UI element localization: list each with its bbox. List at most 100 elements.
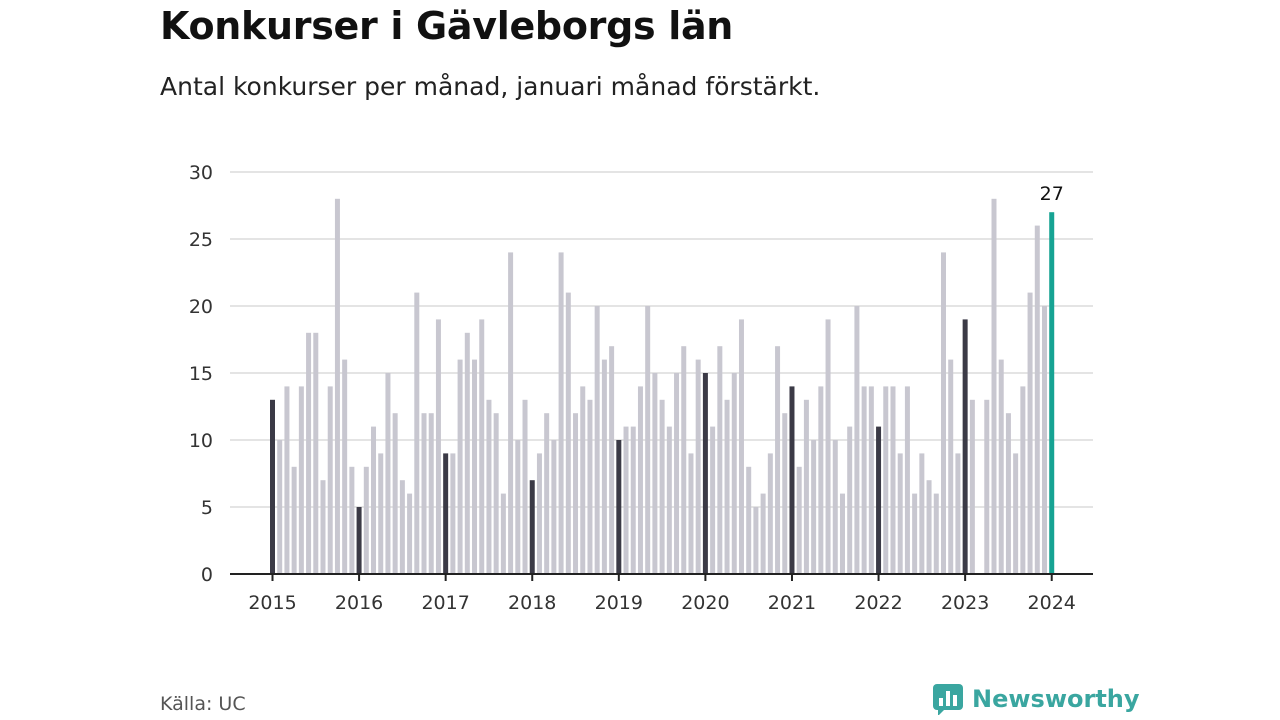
bar <box>277 440 283 574</box>
newsworthy-chart-logo-icon <box>933 684 963 715</box>
bar <box>284 386 290 574</box>
bar <box>789 386 795 574</box>
bar <box>1005 413 1011 574</box>
bar <box>919 453 925 574</box>
bar <box>385 373 391 574</box>
bar <box>392 413 398 574</box>
bar <box>616 440 622 574</box>
chart-title: Konkurser i Gävleborgs län <box>160 4 734 48</box>
chart-subtitle: Antal konkurser per månad, januari månad… <box>160 72 821 101</box>
bar <box>630 426 636 574</box>
bar <box>623 426 629 574</box>
bar <box>847 426 853 574</box>
y-tick-label: 10 <box>189 430 213 452</box>
bar <box>659 399 665 574</box>
bar <box>933 493 939 574</box>
bar <box>414 292 420 574</box>
bar <box>334 198 340 575</box>
x-axis <box>230 573 1093 581</box>
bar <box>349 466 355 574</box>
x-axis-tick-labels: 2015 2016 2017 2018 2019 2020 2021 2022 2023 2024 <box>248 592 1076 614</box>
bar <box>796 466 802 574</box>
bar <box>601 359 607 574</box>
bar <box>839 493 845 574</box>
bar <box>969 399 975 574</box>
bar <box>500 493 506 574</box>
bar <box>320 480 326 574</box>
source-note: Källa: UC <box>160 693 246 715</box>
y-tick-label: 20 <box>189 296 213 318</box>
bar <box>493 413 499 574</box>
bar <box>962 319 968 574</box>
x-tick-label: 2020 <box>681 592 729 614</box>
bar <box>854 306 860 574</box>
bar <box>508 252 514 574</box>
bar <box>912 493 918 574</box>
bar <box>645 306 651 574</box>
bar <box>421 413 427 574</box>
x-tick-label: 2021 <box>768 592 816 614</box>
y-tick-label: 5 <box>201 497 213 519</box>
bar <box>298 386 304 574</box>
bar <box>565 292 571 574</box>
x-tick-label: 2018 <box>508 592 556 614</box>
bar <box>991 198 997 575</box>
bar <box>861 386 867 574</box>
bar <box>731 373 737 574</box>
bar <box>1042 306 1048 574</box>
bar <box>775 346 781 574</box>
bar <box>688 453 694 574</box>
bar <box>717 346 723 574</box>
bar <box>803 399 809 574</box>
bar <box>363 466 369 574</box>
bar <box>464 332 470 574</box>
data-labels: 27 <box>1040 183 1064 205</box>
bar <box>1020 386 1026 574</box>
bar <box>428 413 434 574</box>
x-tick-label: 2023 <box>941 592 989 614</box>
bar <box>890 386 896 574</box>
bar <box>536 453 542 574</box>
bar <box>710 426 716 574</box>
bar-chart: 0 5 10 15 20 25 30 2015 2016 2017 2018 2019 2020 202… <box>189 162 1093 614</box>
bar <box>883 386 889 574</box>
bar <box>407 493 413 574</box>
bar <box>515 440 521 574</box>
bar <box>342 359 348 574</box>
bar <box>876 426 882 574</box>
bar <box>573 413 579 574</box>
bar <box>998 359 1004 574</box>
bar <box>371 426 377 574</box>
bar <box>941 252 946 574</box>
data-label: 27 <box>1040 183 1064 205</box>
bar <box>760 493 766 574</box>
bar <box>955 453 961 574</box>
bar <box>594 306 600 574</box>
bar <box>753 507 759 574</box>
x-tick-label: 2019 <box>595 592 643 614</box>
brand-logo: Newsworthy <box>932 683 1140 715</box>
bar <box>378 453 384 574</box>
x-tick-label: 2022 <box>854 592 902 614</box>
bar <box>450 453 456 574</box>
bar <box>443 453 449 574</box>
bar <box>399 480 405 574</box>
brand-name: Newsworthy <box>972 685 1140 713</box>
bar <box>904 386 910 574</box>
y-tick-label: 15 <box>189 363 213 385</box>
bar <box>479 319 485 574</box>
bar <box>695 359 701 574</box>
bar <box>472 359 478 574</box>
bar <box>291 466 297 574</box>
bars <box>270 198 1055 575</box>
bar <box>356 507 362 574</box>
bar <box>746 466 752 574</box>
y-axis-tick-labels: 0 5 10 15 20 25 30 <box>189 162 213 586</box>
x-tick-label: 2015 <box>248 592 296 614</box>
bar <box>738 319 744 574</box>
bar <box>551 440 557 574</box>
bar <box>811 440 817 574</box>
bar <box>652 373 658 574</box>
bar <box>897 453 903 574</box>
bar <box>1027 292 1033 574</box>
